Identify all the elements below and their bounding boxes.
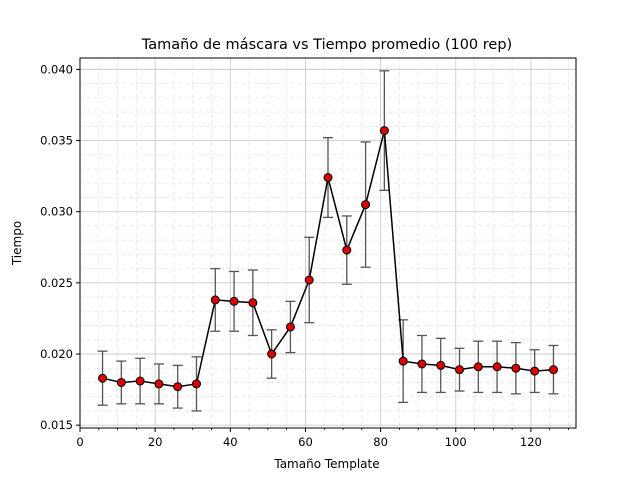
data-point bbox=[116, 377, 126, 387]
y-axis: 0.015 0.020 0.025 0.030 0.035 0.040 bbox=[40, 62, 80, 432]
y-tick-label: 0.040 bbox=[40, 62, 73, 76]
x-tick-label: 80 bbox=[373, 435, 388, 449]
data-point bbox=[436, 360, 446, 370]
x-axis: 0 20 40 60 80 100 120 bbox=[76, 428, 569, 449]
data-point bbox=[135, 376, 145, 386]
data-point bbox=[455, 365, 465, 375]
data-point bbox=[285, 322, 295, 332]
error-bars bbox=[97, 70, 559, 412]
data-point bbox=[530, 366, 540, 376]
data-point bbox=[511, 363, 521, 373]
data-point bbox=[548, 365, 558, 375]
data-point bbox=[248, 298, 258, 308]
data-point bbox=[304, 275, 314, 285]
data-point bbox=[98, 373, 108, 383]
y-axis-label: Tiempo bbox=[10, 221, 24, 266]
x-tick-label: 0 bbox=[76, 435, 83, 449]
data-point bbox=[154, 379, 164, 389]
x-tick-label: 100 bbox=[445, 435, 467, 449]
y-tick-label: 0.020 bbox=[40, 347, 73, 361]
data-markers bbox=[98, 126, 558, 392]
data-point bbox=[492, 362, 502, 372]
grid bbox=[79, 58, 576, 428]
data-point bbox=[398, 356, 408, 366]
data-point bbox=[473, 362, 483, 372]
x-axis-label: Tamaño Template bbox=[273, 457, 379, 471]
data-point bbox=[229, 296, 239, 306]
data-point bbox=[323, 173, 333, 183]
data-point bbox=[267, 349, 277, 359]
y-tick-label: 0.025 bbox=[40, 276, 73, 290]
chart-title: Tamaño de máscara vs Tiempo promedio (10… bbox=[141, 37, 512, 53]
data-point bbox=[191, 379, 201, 389]
x-tick-label: 120 bbox=[520, 435, 542, 449]
y-tick-label: 0.035 bbox=[40, 134, 73, 148]
data-point bbox=[361, 200, 371, 210]
data-point bbox=[417, 359, 427, 369]
x-tick-label: 60 bbox=[298, 435, 313, 449]
plot-frame bbox=[79, 57, 577, 429]
data-point bbox=[210, 295, 220, 305]
x-tick-label: 20 bbox=[148, 435, 163, 449]
y-tick-label: 0.015 bbox=[40, 418, 73, 432]
x-tick-label: 40 bbox=[223, 435, 238, 449]
data-point bbox=[342, 245, 352, 255]
data-point bbox=[379, 126, 389, 136]
data-point bbox=[173, 382, 183, 392]
y-tick-label: 0.030 bbox=[40, 205, 73, 219]
